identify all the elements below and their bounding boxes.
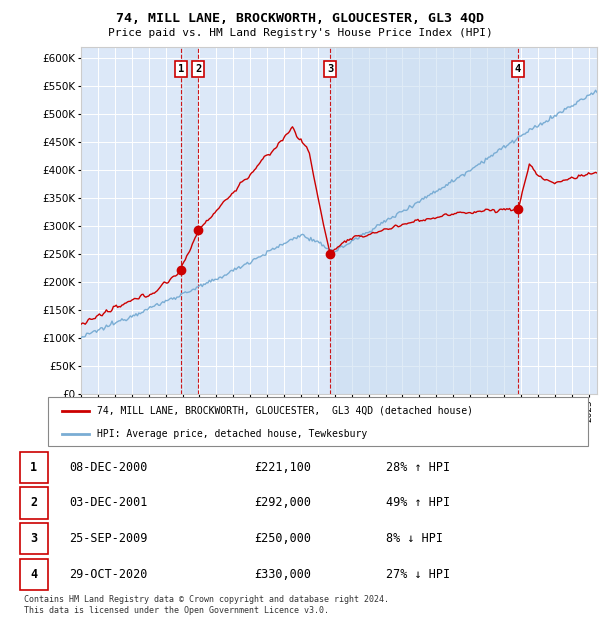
Text: Price paid vs. HM Land Registry's House Price Index (HPI): Price paid vs. HM Land Registry's House … [107, 28, 493, 38]
Text: 74, MILL LANE, BROCKWORTH, GLOUCESTER, GL3 4QD: 74, MILL LANE, BROCKWORTH, GLOUCESTER, G… [116, 12, 484, 25]
Text: 03-DEC-2001: 03-DEC-2001 [70, 497, 148, 510]
Text: £221,100: £221,100 [254, 461, 311, 474]
FancyBboxPatch shape [20, 523, 48, 554]
Text: 2: 2 [195, 64, 201, 74]
Text: £250,000: £250,000 [254, 532, 311, 545]
Text: 28% ↑ HPI: 28% ↑ HPI [386, 461, 451, 474]
FancyBboxPatch shape [20, 451, 48, 483]
Text: HPI: Average price, detached house, Tewkesbury: HPI: Average price, detached house, Tewk… [97, 429, 367, 439]
Bar [330, 46, 518, 394]
Text: £330,000: £330,000 [254, 568, 311, 581]
Text: 8% ↓ HPI: 8% ↓ HPI [386, 532, 443, 545]
Text: 4: 4 [515, 64, 521, 74]
FancyBboxPatch shape [48, 397, 588, 446]
Text: 08-DEC-2000: 08-DEC-2000 [70, 461, 148, 474]
FancyBboxPatch shape [20, 559, 48, 590]
Text: 25-SEP-2009: 25-SEP-2009 [70, 532, 148, 545]
Text: 1: 1 [178, 64, 184, 74]
Text: £292,000: £292,000 [254, 497, 311, 510]
Text: 49% ↑ HPI: 49% ↑ HPI [386, 497, 451, 510]
Text: 74, MILL LANE, BROCKWORTH, GLOUCESTER,  GL3 4QD (detached house): 74, MILL LANE, BROCKWORTH, GLOUCESTER, G… [97, 405, 473, 415]
Bar [181, 46, 198, 394]
Text: 2: 2 [31, 497, 37, 510]
Text: 27% ↓ HPI: 27% ↓ HPI [386, 568, 451, 581]
Text: 1: 1 [31, 461, 37, 474]
Text: Contains HM Land Registry data © Crown copyright and database right 2024.
This d: Contains HM Land Registry data © Crown c… [24, 595, 389, 614]
Text: 4: 4 [31, 568, 37, 581]
Text: 3: 3 [31, 532, 37, 545]
FancyBboxPatch shape [20, 487, 48, 519]
Text: 3: 3 [327, 64, 334, 74]
Text: 29-OCT-2020: 29-OCT-2020 [70, 568, 148, 581]
